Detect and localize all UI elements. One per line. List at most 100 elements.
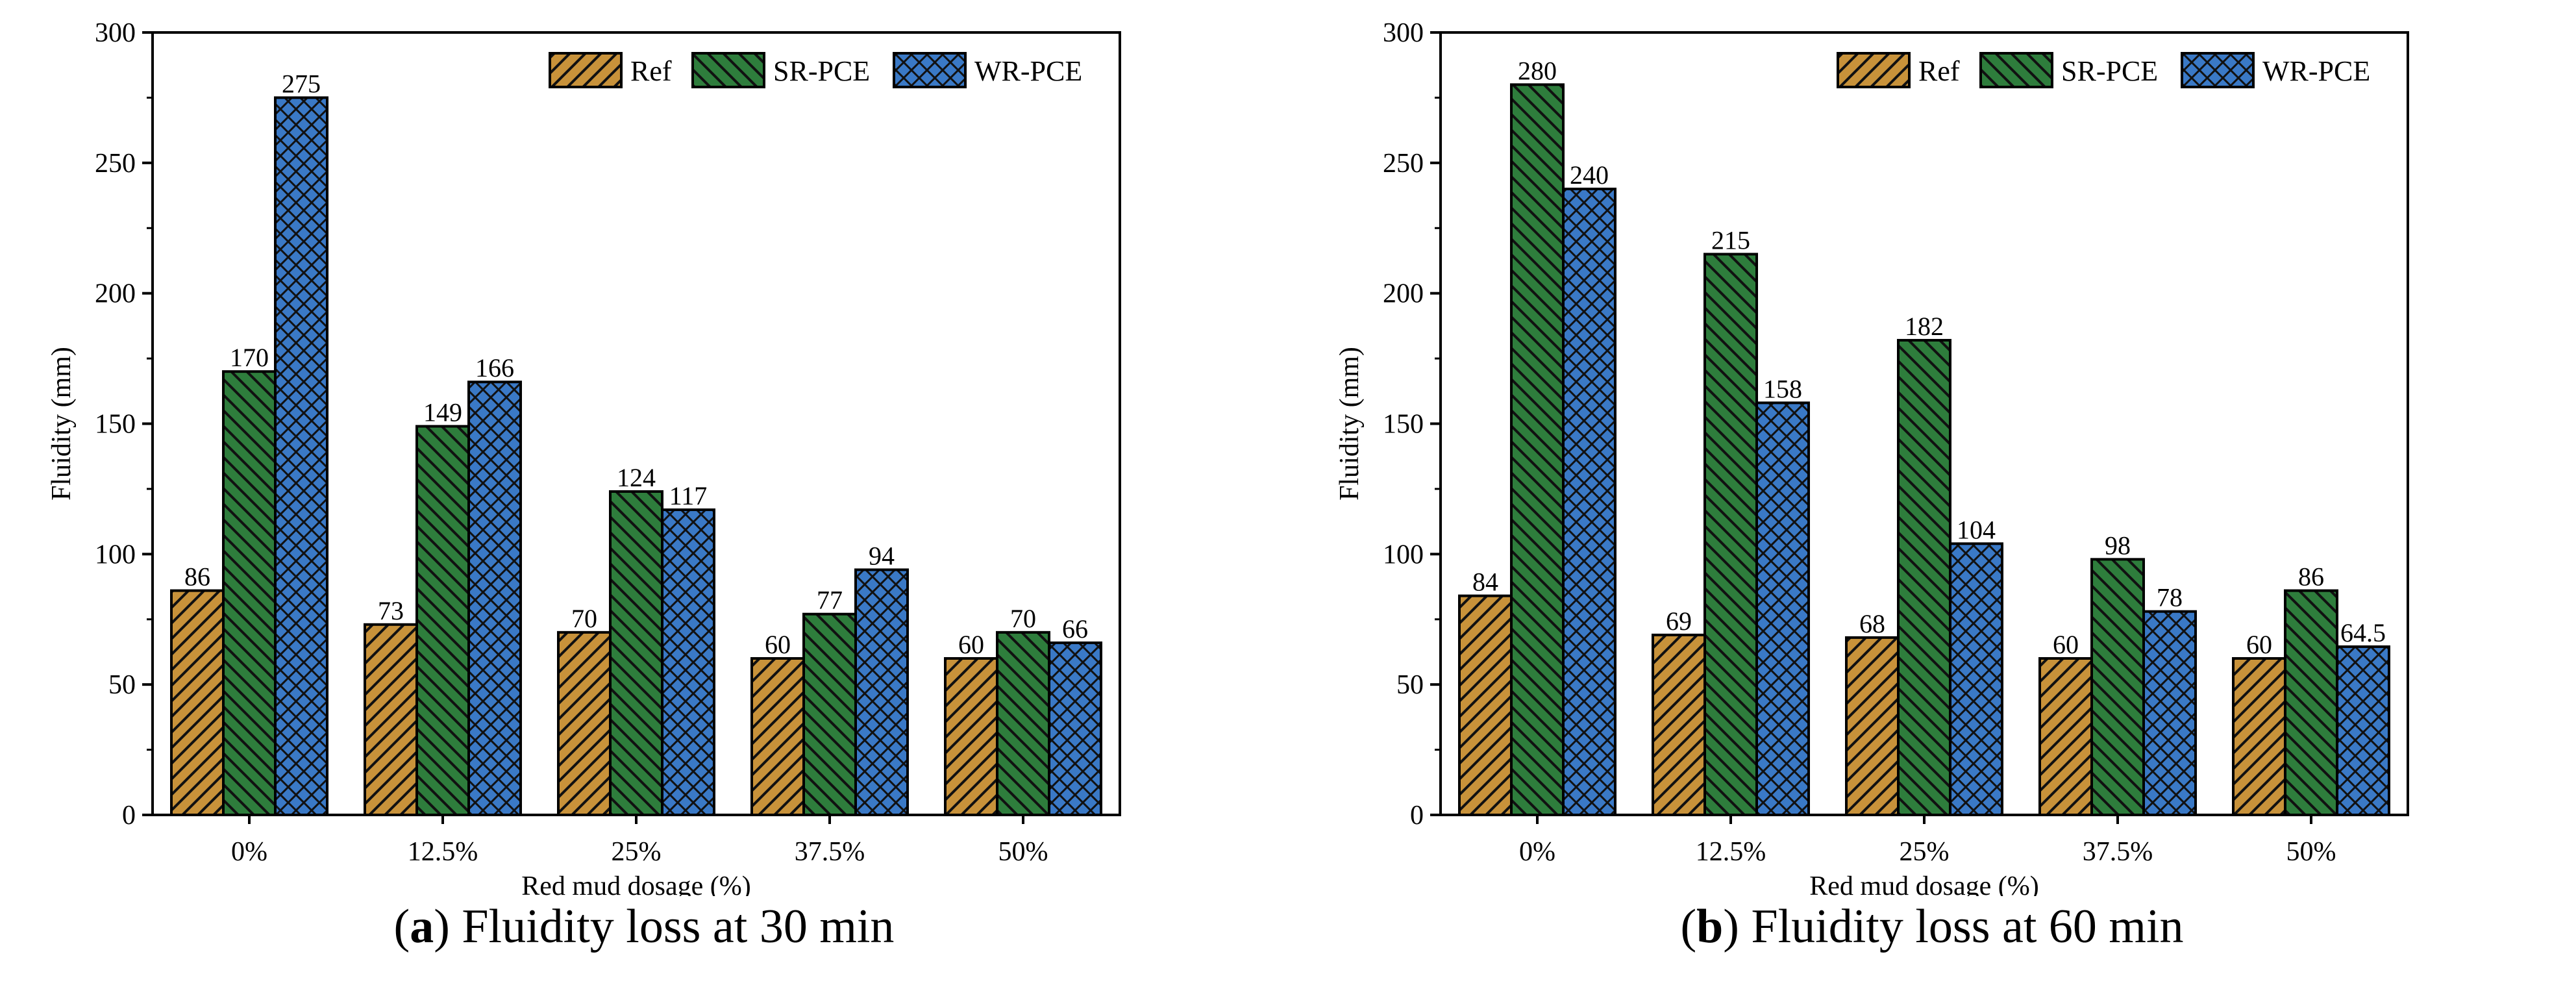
x-tick-label: 12.5% — [408, 837, 478, 867]
bar-ref-1 — [1652, 633, 1706, 816]
x-tick-label: 0% — [1519, 837, 1555, 867]
x-tick-label: 25% — [1900, 837, 1950, 867]
bar-ref-0 — [170, 589, 225, 816]
legend-swatch-ref — [1837, 52, 1911, 88]
y-tick-label: 200 — [95, 279, 136, 309]
bar-sr-pce-1 — [1703, 253, 1758, 816]
data-label-wr-pce-1: 166 — [475, 353, 514, 382]
chart-b: 84 69 68 60 60 280 215 182 98 86 240 158 104 78 64.5 0 5… — [1335, 18, 2409, 896]
bar-wr-pce-0 — [1562, 188, 1616, 816]
bar-wr-pce-3 — [854, 568, 909, 817]
x-tick-label: 25% — [612, 837, 662, 867]
legend-label-ref: Ref — [1918, 55, 1960, 87]
data-label-ref-3: 60 — [765, 630, 791, 659]
x-axis-title: Red mud dosage (%) — [1809, 871, 2038, 896]
caption-b-text: Fluidity loss at 60 min — [1751, 900, 2184, 953]
bar-sr-pce-0 — [222, 370, 277, 816]
y-tick-label: 0 — [1410, 801, 1424, 831]
bar-wr-pce-4 — [2336, 645, 2390, 816]
bar-sr-pce-0 — [1510, 83, 1565, 816]
legend-swatch-sr-pce — [1979, 52, 2053, 88]
x-tick-label: 0% — [231, 837, 267, 867]
legend-label-wr-pce: WR-PCE — [2262, 55, 2370, 87]
data-label-wr-pce-0: 240 — [1570, 160, 1609, 190]
data-label-sr-pce-1: 149 — [423, 398, 462, 427]
bar-ref-4 — [944, 657, 998, 816]
legend-swatch-sr-pce — [691, 52, 765, 88]
data-label-wr-pce-4: 64.5 — [2340, 618, 2386, 647]
legend-label-ref: Ref — [630, 55, 672, 87]
data-label-wr-pce-1: 158 — [1763, 374, 1802, 403]
data-label-sr-pce-1: 215 — [1711, 225, 1750, 255]
y-tick-label: 250 — [1383, 149, 1424, 179]
y-tick-label: 300 — [1383, 18, 1424, 48]
data-label-ref-1: 69 — [1666, 606, 1692, 636]
y-tick-label: 0 — [122, 801, 136, 831]
bar-sr-pce-3 — [802, 612, 857, 816]
y-tick-label: 150 — [1383, 410, 1424, 440]
data-label-wr-pce-2: 117 — [669, 481, 708, 510]
bar-ref-4 — [2232, 657, 2286, 816]
y-tick-label: 150 — [95, 410, 136, 440]
bar-sr-pce-3 — [2090, 558, 2145, 816]
bar-ref-2 — [1845, 636, 1900, 816]
x-axis-title: Red mud dosage (%) — [521, 871, 750, 896]
bar-wr-pce-2 — [1949, 542, 2003, 816]
data-label-sr-pce-0: 170 — [230, 343, 269, 372]
bar-wr-pce-4 — [1048, 641, 1102, 817]
bar-wr-pce-3 — [2142, 610, 2197, 816]
caption-a-text: Fluidity loss at 30 min — [462, 900, 895, 953]
y-tick-label: 100 — [95, 540, 136, 569]
data-label-sr-pce-3: 98 — [2105, 531, 2131, 560]
data-label-ref-2: 68 — [1859, 609, 1885, 638]
legend-swatch-wr-pce — [2181, 52, 2255, 88]
data-label-wr-pce-3: 78 — [2157, 583, 2183, 612]
legend-label-sr-pce: SR-PCE — [2061, 55, 2158, 87]
chart-a: 86 73 70 60 60 170 149 124 77 70 275 166 117 94 66 0 50 1… — [47, 18, 1121, 896]
legend-label-sr-pce: SR-PCE — [773, 55, 870, 87]
bar-wr-pce-1 — [1755, 401, 1810, 816]
data-label-wr-pce-3: 94 — [869, 541, 895, 570]
bar-sr-pce-4 — [996, 631, 1050, 816]
legend-swatch-wr-pce — [893, 52, 967, 88]
bar-wr-pce-0 — [274, 96, 328, 817]
data-label-ref-2: 70 — [571, 604, 597, 633]
x-tick-label: 12.5% — [1696, 837, 1766, 867]
legend-label-wr-pce: WR-PCE — [974, 55, 1082, 87]
data-label-sr-pce-4: 70 — [1010, 604, 1036, 633]
data-label-ref-0: 84 — [1472, 568, 1498, 597]
data-label-sr-pce-4: 86 — [2298, 562, 2324, 592]
data-label-sr-pce-3: 77 — [817, 586, 843, 615]
bar-wr-pce-1 — [467, 381, 522, 816]
x-tick-label: 37.5% — [2083, 837, 2153, 867]
bar-sr-pce-2 — [1897, 338, 1951, 816]
y-tick-label: 200 — [1383, 279, 1424, 309]
data-label-wr-pce-0: 275 — [282, 69, 321, 98]
bar-ref-2 — [557, 631, 612, 816]
data-label-ref-4: 60 — [2246, 630, 2272, 659]
y-tick-label: 50 — [1396, 670, 1424, 700]
chart-panel-a: 86 73 70 60 60 170 149 124 77 70 275 166 117 94 66 0 50 1… — [47, 18, 1121, 953]
y-tick-label: 250 — [95, 149, 136, 179]
y-tick-label: 50 — [108, 670, 136, 700]
x-tick-label: 50% — [2286, 837, 2336, 867]
bar-ref-3 — [2038, 657, 2093, 816]
bar-sr-pce-1 — [415, 425, 470, 816]
caption-b-letter: b — [1696, 900, 1724, 953]
y-axis-title: Fluidity (mm) — [1335, 347, 1365, 501]
y-tick-label: 100 — [1383, 540, 1424, 569]
chart-panel-b: 84 69 68 60 60 280 215 182 98 86 240 158 104 78 64.5 0 5… — [1288, 0, 2576, 987]
data-label-sr-pce-0: 280 — [1518, 56, 1557, 85]
data-label-ref-0: 86 — [184, 562, 210, 592]
data-label-wr-pce-4: 66 — [1062, 614, 1088, 643]
data-label-wr-pce-2: 104 — [1957, 515, 1996, 544]
y-tick-label: 300 — [95, 18, 136, 48]
x-tick-label: 37.5% — [795, 837, 865, 867]
bar-sr-pce-2 — [609, 490, 663, 817]
legend-swatch-ref — [549, 52, 623, 88]
bar-sr-pce-4 — [2284, 589, 2338, 816]
caption-a: (a) Fluidity loss at 30 min — [393, 900, 895, 953]
data-label-sr-pce-2: 182 — [1905, 312, 1944, 341]
data-label-sr-pce-2: 124 — [617, 463, 656, 492]
bar-ref-0 — [1458, 594, 1513, 816]
